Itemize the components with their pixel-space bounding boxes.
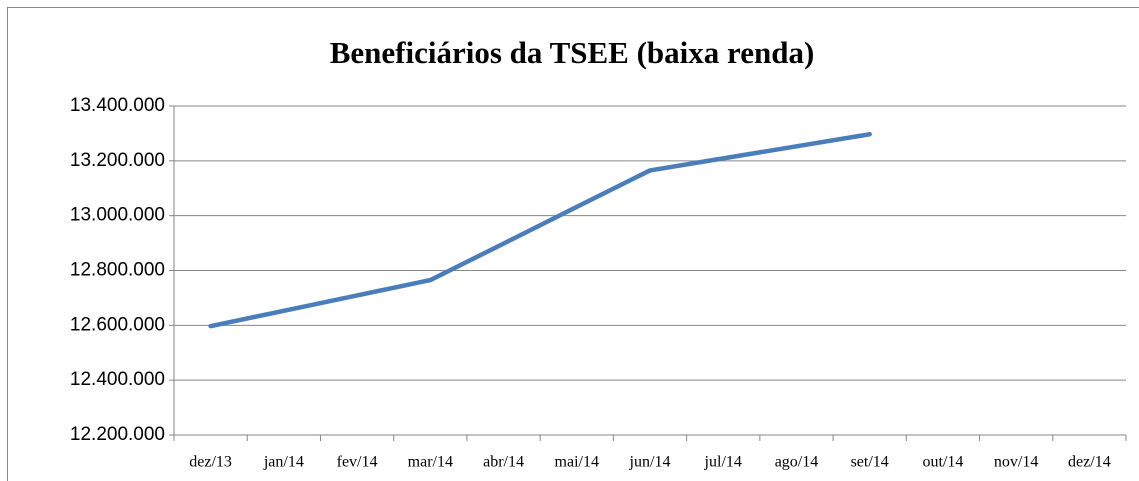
series-line bbox=[208, 131, 872, 329]
x-tick-label: dez/14 bbox=[1068, 454, 1111, 471]
x-tick-label: jun/14 bbox=[629, 454, 671, 471]
x-tick-label: ago/14 bbox=[775, 454, 819, 471]
y-tick-label: 12.600.000 bbox=[70, 314, 165, 335]
chart-title: Beneficiários da TSEE (baixa renda) bbox=[330, 35, 815, 70]
y-tick-label: 12.200.000 bbox=[70, 424, 165, 445]
chart-frame bbox=[7, 7, 1139, 481]
x-tick-label: jan/14 bbox=[263, 454, 304, 471]
x-tick-label: fev/14 bbox=[337, 454, 378, 471]
x-tick-label: nov/14 bbox=[994, 454, 1038, 471]
x-tick-label: mar/14 bbox=[408, 454, 453, 471]
y-tick-label: 12.800.000 bbox=[70, 260, 165, 281]
x-tick-label: set/14 bbox=[851, 454, 889, 471]
x-tick-label: dez/13 bbox=[189, 454, 232, 471]
y-tick-label: 12.400.000 bbox=[70, 369, 165, 390]
x-tick-label: abr/14 bbox=[483, 454, 524, 471]
y-tick-label: 13.000.000 bbox=[70, 205, 165, 226]
x-tick-label: jul/14 bbox=[704, 454, 742, 471]
x-tick-label: mai/14 bbox=[555, 454, 599, 471]
y-tick-label: 13.200.000 bbox=[70, 150, 165, 171]
y-tick-label: 13.400.000 bbox=[70, 95, 165, 116]
x-tick-label: out/14 bbox=[922, 454, 963, 471]
